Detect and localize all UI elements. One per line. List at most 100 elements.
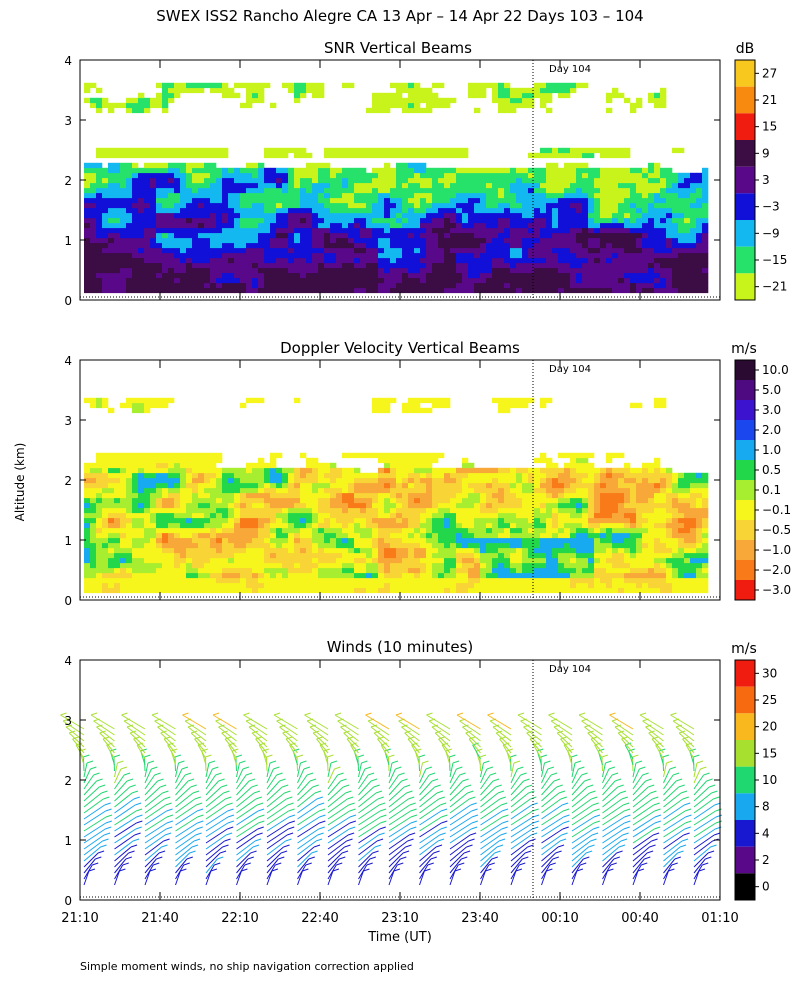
- snr-field-cell: [204, 277, 211, 284]
- snr-field-cell: [228, 277, 235, 284]
- snr-field-cell: [492, 197, 499, 204]
- snr-field-cell: [564, 247, 571, 254]
- doppler-field-cell: [144, 452, 151, 459]
- snr-field-cell: [120, 287, 127, 294]
- snr-field-cell: [252, 232, 259, 239]
- snr-field-cell: [270, 147, 277, 154]
- doppler-field-cell: [264, 557, 271, 564]
- doppler-field-cell: [306, 537, 313, 544]
- doppler-field-cell: [282, 517, 289, 524]
- snr-field-cell: [456, 282, 463, 289]
- doppler-field-cell: [354, 577, 361, 584]
- snr-field-cell: [180, 167, 187, 174]
- snr-field-cell: [348, 202, 355, 209]
- doppler-field-cell: [384, 502, 391, 509]
- snr-field-cell: [186, 277, 193, 284]
- snr-field-cell: [384, 172, 391, 179]
- snr-field-cell: [240, 247, 247, 254]
- doppler-field-cell: [228, 522, 235, 529]
- doppler-field-cell: [180, 512, 187, 519]
- doppler-field-cell: [336, 507, 343, 514]
- snr-field-cell: [390, 262, 397, 269]
- snr-field-cell: [270, 192, 277, 199]
- snr-field-cell: [684, 247, 691, 254]
- snr-field-cell: [564, 172, 571, 179]
- snr-field-cell: [150, 197, 157, 204]
- snr-field-cell: [126, 252, 133, 259]
- snr-field-cell: [180, 262, 187, 269]
- doppler-field-cell: [456, 562, 463, 569]
- doppler-field-cell: [90, 482, 97, 489]
- snr-field-cell: [138, 202, 145, 209]
- snr-field-cell: [318, 87, 325, 94]
- doppler-field-cell: [120, 542, 127, 549]
- doppler-field-cell: [354, 527, 361, 534]
- doppler-field-cell: [126, 452, 133, 459]
- doppler-field-cell: [396, 562, 403, 569]
- snr-field-cell: [156, 167, 163, 174]
- snr-field-cell: [432, 177, 439, 184]
- doppler-field-cell: [492, 517, 499, 524]
- snr-field-cell: [156, 202, 163, 209]
- snr-field-cell: [264, 287, 271, 294]
- snr-field-cell: [210, 227, 217, 234]
- snr-field-cell: [516, 282, 523, 289]
- snr-field-cell: [282, 212, 289, 219]
- doppler-field-cell: [264, 502, 271, 509]
- doppler-field-cell: [180, 492, 187, 499]
- snr-field-cell: [108, 232, 115, 239]
- doppler-field-cell: [210, 462, 217, 469]
- doppler-field-cell: [120, 527, 127, 534]
- snr-field-cell: [636, 197, 643, 204]
- snr-field-cell: [174, 82, 181, 89]
- doppler-field-cell: [108, 577, 115, 584]
- doppler-field-cell: [444, 527, 451, 534]
- doppler-field-cell: [114, 472, 121, 479]
- snr-field-cell: [684, 197, 691, 204]
- snr-field-cell: [294, 287, 301, 294]
- doppler-field-cell: [402, 492, 409, 499]
- snr-field-cell: [486, 252, 493, 259]
- snr-field-cell: [288, 197, 295, 204]
- snr-field-cell: [462, 237, 469, 244]
- doppler-field-cell: [438, 542, 445, 549]
- doppler-field-cell: [336, 572, 343, 579]
- snr-field-cell: [492, 217, 499, 224]
- snr-field-cell: [318, 272, 325, 279]
- snr-field-cell: [192, 147, 199, 154]
- snr-field-cell: [594, 272, 601, 279]
- snr-field-cell: [90, 252, 97, 259]
- doppler-field-cell: [444, 477, 451, 484]
- doppler-field-cell: [186, 587, 193, 594]
- doppler-field-cell: [336, 482, 343, 489]
- doppler-field-cell: [384, 397, 391, 404]
- snr-field-cell: [540, 247, 547, 254]
- doppler-field-cell: [366, 562, 373, 569]
- snr-field-cell: [690, 227, 697, 234]
- snr-field-cell: [120, 222, 127, 229]
- snr-field-cell: [474, 207, 481, 214]
- doppler-field-cell: [90, 547, 97, 554]
- snr-colorbar-cell: [735, 166, 755, 194]
- doppler-field-cell: [174, 492, 181, 499]
- snr-field-cell: [318, 177, 325, 184]
- snr-field-cell: [180, 172, 187, 179]
- doppler-field-cell: [174, 507, 181, 514]
- snr-field-cell: [600, 222, 607, 229]
- doppler-field-cell: [96, 582, 103, 589]
- doppler-field-cell: [186, 502, 193, 509]
- doppler-field-cell: [276, 582, 283, 589]
- doppler-field-cell: [150, 507, 157, 514]
- doppler-field-cell: [402, 477, 409, 484]
- doppler-field-cell: [246, 477, 253, 484]
- snr-field-cell: [198, 212, 205, 219]
- snr-field-cell: [516, 257, 523, 264]
- snr-field-cell: [138, 252, 145, 259]
- doppler-field-cell: [468, 532, 475, 539]
- doppler-field-cell: [210, 517, 217, 524]
- snr-field-cell: [510, 167, 517, 174]
- snr-field-cell: [600, 207, 607, 214]
- snr-field-cell: [606, 237, 613, 244]
- snr-colorbar-label: −9: [762, 226, 780, 240]
- snr-field-cell: [294, 257, 301, 264]
